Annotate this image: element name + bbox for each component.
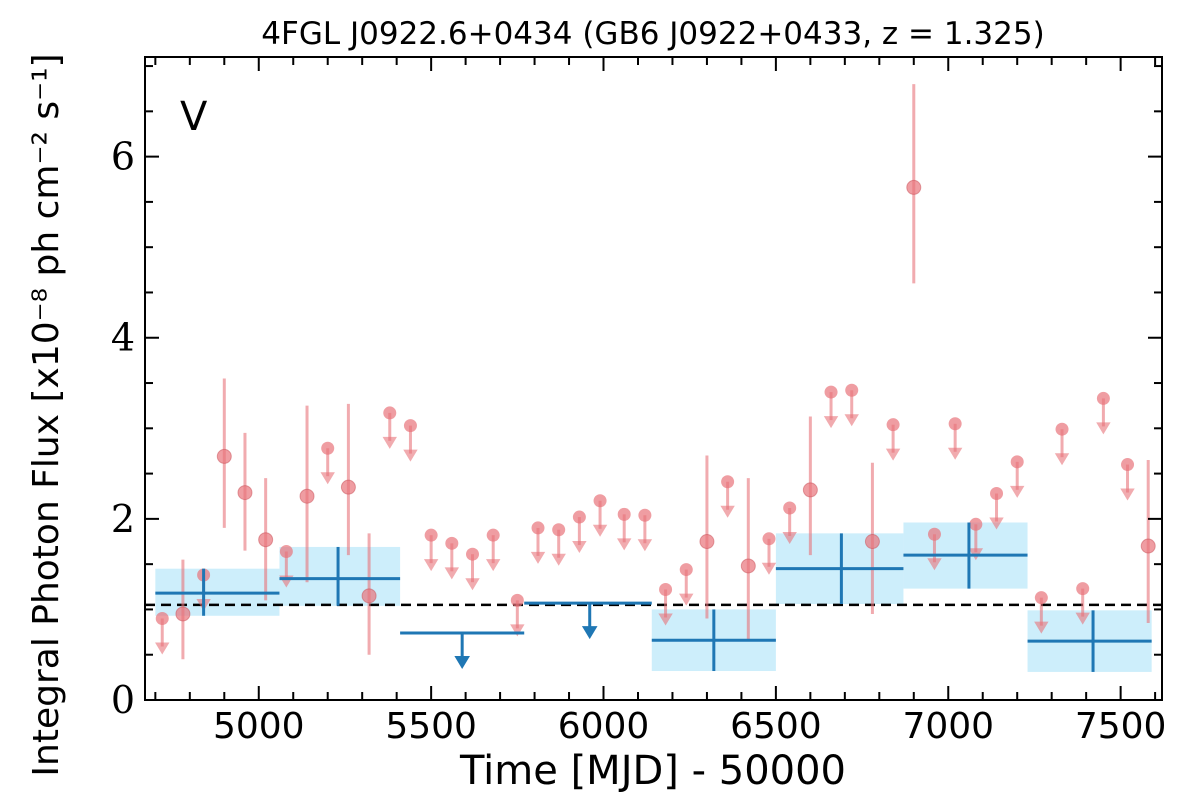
fine-bin-point [864,534,880,550]
fine-bin-ul-arrow [1096,422,1111,435]
fine-bin-ul-arrow [679,593,694,606]
fine-bin-ul-arrow [403,449,418,462]
fine-bin-ul-arrow [320,472,335,485]
fine-bin-point [906,179,922,195]
fine-bin-ul-arrow [658,613,673,626]
fine-bin-point [699,534,715,550]
fine-bin-ul-arrow [485,559,501,572]
fine-bin-ul-point [659,583,673,597]
fine-bin-ul-point [593,494,607,508]
fine-bin-ul-arrow [616,538,632,551]
fine-bin-point [175,606,191,622]
fine-bin-ul-point [155,611,169,625]
period-annotation: V [180,94,208,140]
fine-bin-ul-point [1010,455,1024,469]
fine-bin-ul-arrow [1075,612,1090,625]
fine-bin-ul-arrow [844,414,859,427]
x-tick-label: 6500 [730,706,822,747]
fine-bin-ul-arrow [885,448,901,461]
fine-bin-ul-point [572,510,586,524]
fine-bin-ul-arrow [823,416,839,429]
coarse-bin-ul-arrow [454,655,470,669]
fine-bin-ul-arrow [592,524,608,537]
fine-bin-ul-point [279,544,293,558]
fine-bin-point [740,558,756,574]
fine-bin-ul-arrow [1010,485,1025,498]
coarse-bin-band [279,546,401,606]
fine-bin-ul-point [927,527,941,541]
fine-bin-point [258,532,274,548]
fine-bin-ul-arrow [1120,488,1135,501]
fine-bin-ul-point [617,507,631,521]
fine-bin-ul-point [1055,422,1069,436]
fine-bin-ul-point [948,417,962,431]
fine-bin-ul-arrow [155,642,170,655]
fine-bin-ul-point [721,475,735,489]
x-tick-label: 5500 [385,706,477,747]
fine-bin-ul-arrow [444,567,460,580]
fine-bin-ul-point [486,528,500,542]
fine-bin-point [340,479,356,495]
fine-bin-ul-point [679,563,693,577]
y-tick-label: 6 [111,135,135,179]
fine-bin-ul-arrow [720,505,735,518]
fine-bin-ul-arrow [1054,453,1070,466]
plot-area: 5000 5500 6000 6500 7000 7500 0 2 4 6 [111,56,1167,747]
fine-bin-point [216,448,232,464]
fine-bin-ul-point [1121,458,1135,472]
fine-bin-ul-point [783,501,797,515]
fine-bin-ul-arrow [382,436,397,449]
y-axis-label: Integral Photon Flux [x10⁻⁸ ph cm⁻² s⁻¹] [26,53,67,776]
fine-bin-ul-point [552,523,566,537]
fine-bin-ul-arrow [530,551,546,564]
fine-bin-ul-arrow [423,559,439,572]
y-tick-label: 4 [111,316,135,360]
fine-bin-ul-arrow [927,558,942,571]
fine-bin-ul-arrow [989,517,1004,530]
fine-bin-ul-point [969,517,983,531]
fine-bin-ul-point [424,528,438,542]
fine-bin-ul-point [1096,391,1110,405]
x-tick-label: 6000 [558,706,650,747]
x-tick-label: 7000 [902,706,994,747]
fine-bin-ul-point [990,487,1004,501]
fine-bin-ul-point [1034,591,1048,605]
fine-bin-ul-arrow [761,562,777,575]
fine-bin-ul-point [762,532,776,546]
fine-bin-ul-arrow [572,541,587,554]
fine-bin-ul-point [638,508,652,522]
x-axis-label: Time [MJD] - 50000 [459,748,846,794]
fine-bin-point [361,588,377,604]
coarse-bin-ul-arrow [581,626,598,640]
x-tick-label: 5000 [213,706,305,747]
fine-bin-ul-point [321,441,335,455]
fine-bin-point [237,485,253,501]
chart-title: 4FGL J0922.6+0434 (GB6 J0922+0433, z = 1… [261,16,1044,52]
fine-bin-ul-arrow [947,447,963,460]
y-tick-label: 2 [111,497,135,541]
fine-bin-ul-point [445,536,459,550]
fine-bin-ul-point [510,593,524,607]
fine-bin-ul-arrow [637,539,653,552]
y-tick-label: 0 [111,678,135,722]
fine-bin-ul-arrow [465,578,480,591]
x-tick-label: 7500 [1075,706,1167,747]
fine-bin-ul-arrow [551,553,566,566]
fine-bin-ul-point [1076,582,1090,596]
fine-bin-ul-point [824,385,838,399]
fine-bin-ul-arrow [782,532,797,545]
fine-bin-ul-point [466,547,480,561]
fine-bin-point [1140,538,1156,554]
fine-bin-ul-point [403,419,417,433]
fine-bin-ul-point [845,383,859,397]
fine-bin-ul-arrow [1034,621,1049,634]
fine-bin-ul-point [886,418,900,432]
fine-bin-ul-point [531,521,545,535]
fine-bin-point [802,482,818,498]
fine-bin-ul-point [383,406,397,420]
fine-bin-point [299,488,315,504]
fine-bin-ul-arrow [510,624,525,637]
plot-frame [144,56,1163,701]
